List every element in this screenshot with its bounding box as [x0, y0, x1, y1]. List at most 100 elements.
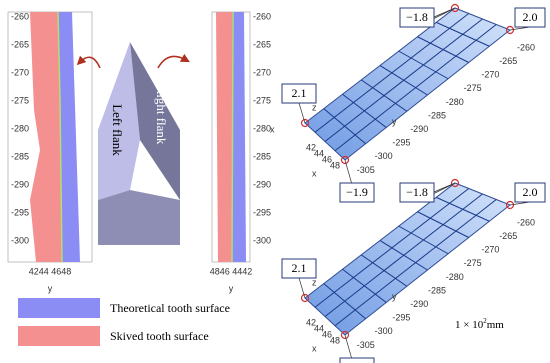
x-axis-label: x	[312, 343, 317, 353]
x-tick-label: 46	[322, 329, 332, 339]
y-tick-label: -265	[499, 231, 517, 241]
callout-box	[514, 7, 546, 28]
x-tick-label: 4846 4442	[210, 266, 253, 276]
y-tick-label: -270	[481, 245, 499, 255]
y-tick-label: -280	[253, 123, 271, 133]
callout-box	[399, 7, 435, 28]
corner-marker	[450, 3, 460, 13]
callout-line	[433, 182, 456, 193]
surface-grid	[334, 199, 497, 327]
y-tick-label: -260	[517, 42, 535, 52]
y-tick-label: -275	[253, 95, 271, 105]
y-tick-label: -285	[428, 285, 446, 295]
y-tick-label: -280	[11, 123, 29, 133]
x-axis-label: x	[312, 168, 317, 178]
y-tick-label: -275	[11, 95, 29, 105]
x-tick-label: 44	[314, 148, 324, 158]
y-tick-label: -290	[11, 179, 29, 189]
y-tick-label: -265	[253, 39, 271, 49]
corner-value: −1.8	[406, 185, 428, 199]
y-tick-label: -265	[11, 39, 29, 49]
corner-value: 2.1	[292, 261, 307, 275]
z-axis-label: z	[312, 102, 317, 112]
left-flank-label: Left flank	[110, 104, 125, 156]
y-tick-label: -280	[446, 272, 464, 282]
callout-line	[433, 7, 456, 18]
y-tick-label: -285	[428, 110, 446, 120]
x-tick-label: 42	[306, 317, 316, 327]
y-tick-label: -285	[11, 151, 29, 161]
y-tick-label: -305	[357, 340, 375, 350]
x-tick-label: 42	[306, 142, 316, 152]
corner-marker	[505, 200, 515, 210]
x-tick-label: 4244 4648	[29, 266, 72, 276]
corner-value: −1.8	[406, 10, 428, 24]
right-plot	[211, 11, 251, 263]
y-tick-label: -285	[253, 151, 271, 161]
y-tick-label: -295	[392, 138, 410, 148]
callout-box	[514, 182, 546, 203]
y-tick-label: -295	[392, 313, 410, 323]
corner-value: 2.0	[523, 185, 538, 199]
x-tick-label: 48	[330, 335, 340, 345]
callout-box	[399, 182, 435, 203]
y-tick-label: -270	[11, 67, 29, 77]
callout-box	[281, 83, 317, 104]
y-tick-label: -260	[253, 11, 271, 21]
y-axis-label: y	[392, 116, 397, 126]
corner-marker	[450, 178, 460, 188]
callout-line	[298, 277, 306, 299]
y-tick-label: -260	[11, 11, 29, 21]
y-tick-label: -265	[499, 56, 517, 66]
callout-box	[339, 357, 375, 363]
legend-swatch	[18, 326, 100, 346]
scale-note: 1 × 102mm	[455, 317, 504, 331]
corner-value: 2.0	[523, 10, 538, 24]
x-axis-label: y	[48, 283, 53, 293]
surface-grid	[314, 13, 470, 133]
y-tick-label: -260	[517, 217, 535, 227]
scale-base: 1 × 10	[455, 319, 484, 331]
y-tick-label: -305	[357, 165, 375, 175]
y-tick-label: -275	[464, 83, 482, 93]
y-tick-label: -290	[410, 299, 428, 309]
corner-marker	[340, 155, 350, 165]
legend: Theoretical tooth surface Skived tooth s…	[18, 298, 230, 346]
corner-marker	[505, 25, 515, 35]
y-tick-label: -295	[11, 207, 29, 217]
surface-grid	[324, 18, 483, 142]
corner-value: 2.1	[292, 86, 307, 100]
x-tick-label: 46	[322, 154, 332, 164]
callout-box	[281, 258, 317, 279]
corner-marker	[340, 330, 350, 340]
x-tick-label: 48	[330, 160, 340, 170]
corner-marker	[300, 293, 310, 303]
legend-label: Theoretical tooth surface	[110, 301, 230, 315]
surface-grid	[314, 188, 470, 308]
corner-marker	[300, 118, 310, 128]
corner-value: −1.9	[346, 360, 368, 363]
y-axis-label: y	[392, 291, 397, 301]
y-tick-label: -290	[410, 124, 428, 134]
y-axis-label: x	[270, 124, 275, 134]
x-axis-label: y	[229, 283, 234, 293]
left-plot	[7, 11, 93, 263]
y-tick-label: -300	[253, 235, 271, 245]
right-flank-label: Right flank	[154, 86, 169, 145]
y-tick-label: -300	[375, 326, 393, 336]
y-tick-label: -290	[253, 179, 271, 189]
tooth-diagram: Left flank Right flank	[76, 42, 190, 245]
y-tick-label: -270	[481, 70, 499, 80]
y-tick-label: -295	[253, 207, 271, 217]
legend-swatch	[18, 298, 100, 318]
y-tick-label: -275	[464, 258, 482, 268]
scale-unit: mm	[487, 319, 505, 331]
y-tick-label: -270	[253, 67, 271, 77]
y-tick-label: -280	[446, 97, 464, 107]
callout-line	[344, 334, 354, 363]
callout-line	[298, 102, 306, 124]
scale-exp: 2	[483, 317, 487, 325]
surface-grid	[334, 24, 497, 152]
z-axis-label: z	[312, 277, 317, 287]
